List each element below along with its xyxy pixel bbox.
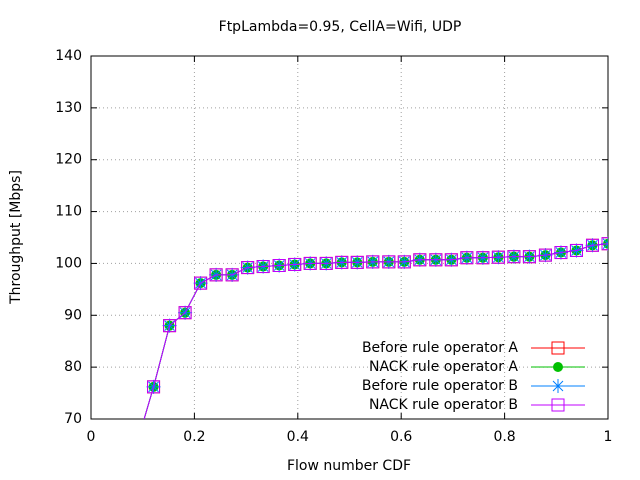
legend-label: NACK rule operator B [369, 397, 518, 413]
marker [225, 268, 239, 282]
marker [272, 259, 286, 273]
x-tick-label: 0.4 [287, 429, 309, 445]
marker [585, 238, 599, 252]
marker [601, 237, 608, 251]
marker [507, 250, 521, 264]
x-axis-label: Flow number CDF [287, 458, 411, 474]
x-tick-label: 0.8 [493, 429, 515, 445]
y-tick-label: 100 [55, 255, 82, 271]
y-tick-label: 130 [55, 100, 82, 116]
legend-label: NACK rule operator A [369, 359, 518, 375]
y-tick-label: 80 [64, 359, 82, 375]
x-tick-label: 1 [604, 429, 613, 445]
marker [335, 255, 349, 269]
marker [366, 255, 380, 269]
plot-area [143, 236, 608, 419]
chart-title: FtpLambda=0.95, CellA=Wifi, UDP [219, 19, 462, 35]
marker [413, 253, 427, 267]
marker [397, 255, 411, 269]
marker [303, 256, 317, 270]
y-tick-label: 110 [55, 204, 82, 220]
marker [147, 380, 161, 394]
marker [491, 250, 505, 264]
legend-marker [551, 398, 565, 412]
marker [209, 268, 223, 282]
y-tick-label: 90 [64, 307, 82, 323]
marker [241, 261, 255, 275]
marker [194, 276, 208, 290]
marker [382, 255, 396, 269]
x-tick-label: 0.2 [183, 429, 205, 445]
marker [554, 246, 568, 260]
y-axis-label: Throughput [Mbps] [8, 170, 24, 305]
marker [569, 243, 583, 257]
y-tick-label: 140 [55, 48, 82, 64]
legend-marker [553, 362, 563, 372]
y-tick-label: 120 [55, 152, 82, 168]
marker [522, 250, 536, 264]
marker [476, 251, 490, 265]
marker [429, 253, 443, 267]
marker [444, 253, 458, 267]
marker [319, 256, 333, 270]
x-tick-label: 0 [87, 429, 96, 445]
x-tick-label: 0.6 [390, 429, 412, 445]
marker [256, 260, 270, 274]
marker [350, 255, 364, 269]
marker [538, 248, 552, 262]
marker [288, 257, 302, 271]
marker [163, 319, 177, 333]
legend-label: Before rule operator B [362, 378, 518, 394]
marker [460, 251, 474, 265]
legend-marker [551, 341, 565, 355]
series-line [143, 243, 608, 419]
legend-label: Before rule operator A [362, 340, 518, 356]
y-tick-label: 70 [64, 411, 82, 427]
marker [178, 306, 192, 320]
legend-marker [551, 379, 565, 393]
